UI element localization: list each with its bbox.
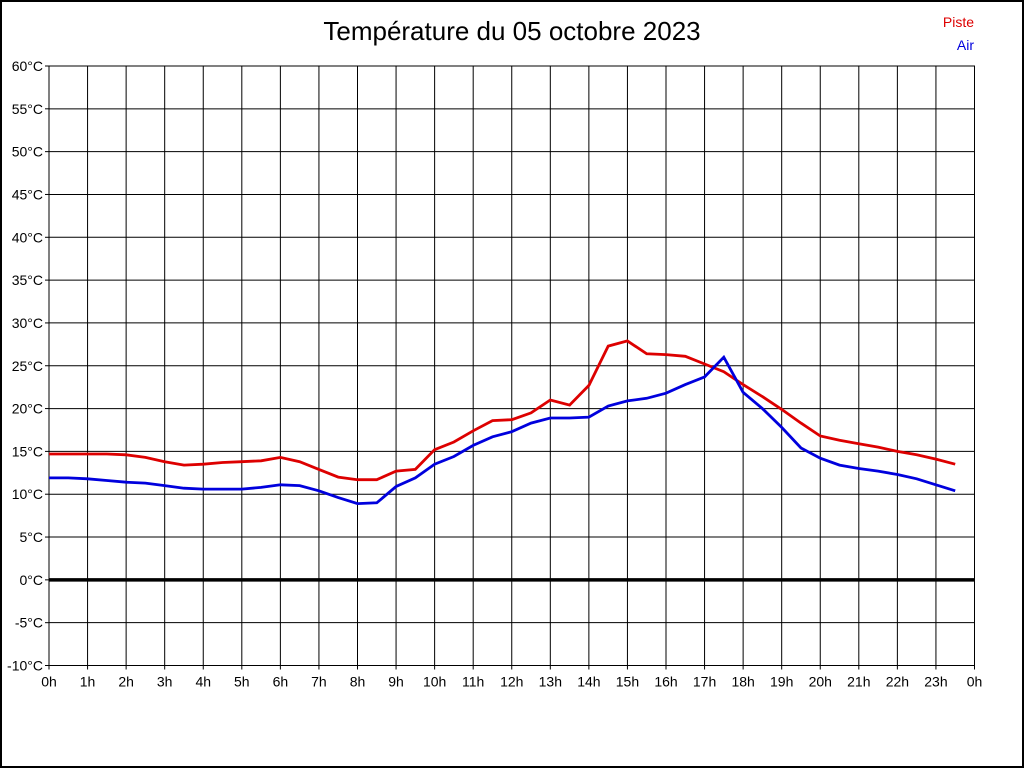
x-tick-label: 16h bbox=[654, 674, 677, 690]
y-tick-label: 25°C bbox=[12, 358, 43, 374]
x-tick-label: 12h bbox=[500, 674, 523, 690]
series-line-air bbox=[49, 354, 956, 506]
y-tick-label: 35°C bbox=[12, 272, 43, 288]
y-tick-label: 45°C bbox=[12, 186, 43, 202]
x-tick-label: 14h bbox=[577, 674, 600, 690]
y-tick-label: 50°C bbox=[12, 144, 43, 160]
x-tick-label: 13h bbox=[539, 674, 562, 690]
y-tick-label: 40°C bbox=[12, 229, 43, 245]
x-tick-label: 6h bbox=[273, 674, 289, 690]
y-tick-label: -10°C bbox=[7, 658, 43, 674]
x-tick-label: 1h bbox=[80, 674, 96, 690]
x-tick-label: 2h bbox=[118, 674, 134, 690]
y-tick-label: 10°C bbox=[12, 486, 43, 502]
series-line-piste bbox=[49, 339, 956, 482]
legend-item-air: Air bbox=[956, 37, 974, 53]
x-tick-label: 8h bbox=[350, 674, 366, 690]
chart-title: Température du 05 octobre 2023 bbox=[323, 16, 701, 46]
x-tick-label: 17h bbox=[693, 674, 716, 690]
x-tick-label: 0h bbox=[41, 674, 57, 690]
chart-legend: Piste Air bbox=[943, 11, 974, 57]
x-tick-label: 19h bbox=[770, 674, 793, 690]
x-tick-label: 3h bbox=[157, 674, 173, 690]
x-tick-label: 20h bbox=[809, 674, 832, 690]
x-tick-label: 0h bbox=[967, 674, 983, 690]
x-tick-label: 11h bbox=[462, 674, 484, 690]
x-tick-label: 9h bbox=[388, 674, 404, 690]
y-tick-label: 20°C bbox=[12, 401, 43, 417]
legend-item-piste: Piste bbox=[942, 14, 974, 30]
x-tick-label: 7h bbox=[311, 674, 327, 690]
y-tick-label: 15°C bbox=[12, 443, 43, 459]
y-tick-label: 60°C bbox=[12, 58, 43, 74]
x-tick-label: 22h bbox=[886, 674, 909, 690]
y-tick-label: 30°C bbox=[12, 315, 43, 331]
y-tick-label: 5°C bbox=[20, 529, 44, 545]
y-tick-label: 0°C bbox=[20, 572, 44, 588]
x-tick-label: 21h bbox=[847, 674, 870, 690]
y-tick-label: 55°C bbox=[12, 101, 43, 117]
x-tick-label: 4h bbox=[195, 674, 211, 690]
x-tick-label: 18h bbox=[731, 674, 754, 690]
x-tick-label: 10h bbox=[423, 674, 446, 690]
x-tick-label: 23h bbox=[924, 674, 947, 690]
y-tick-label: -5°C bbox=[15, 615, 43, 631]
x-tick-label: 15h bbox=[616, 674, 639, 690]
x-tick-label: 5h bbox=[234, 674, 250, 690]
plot-frame bbox=[48, 65, 975, 666]
